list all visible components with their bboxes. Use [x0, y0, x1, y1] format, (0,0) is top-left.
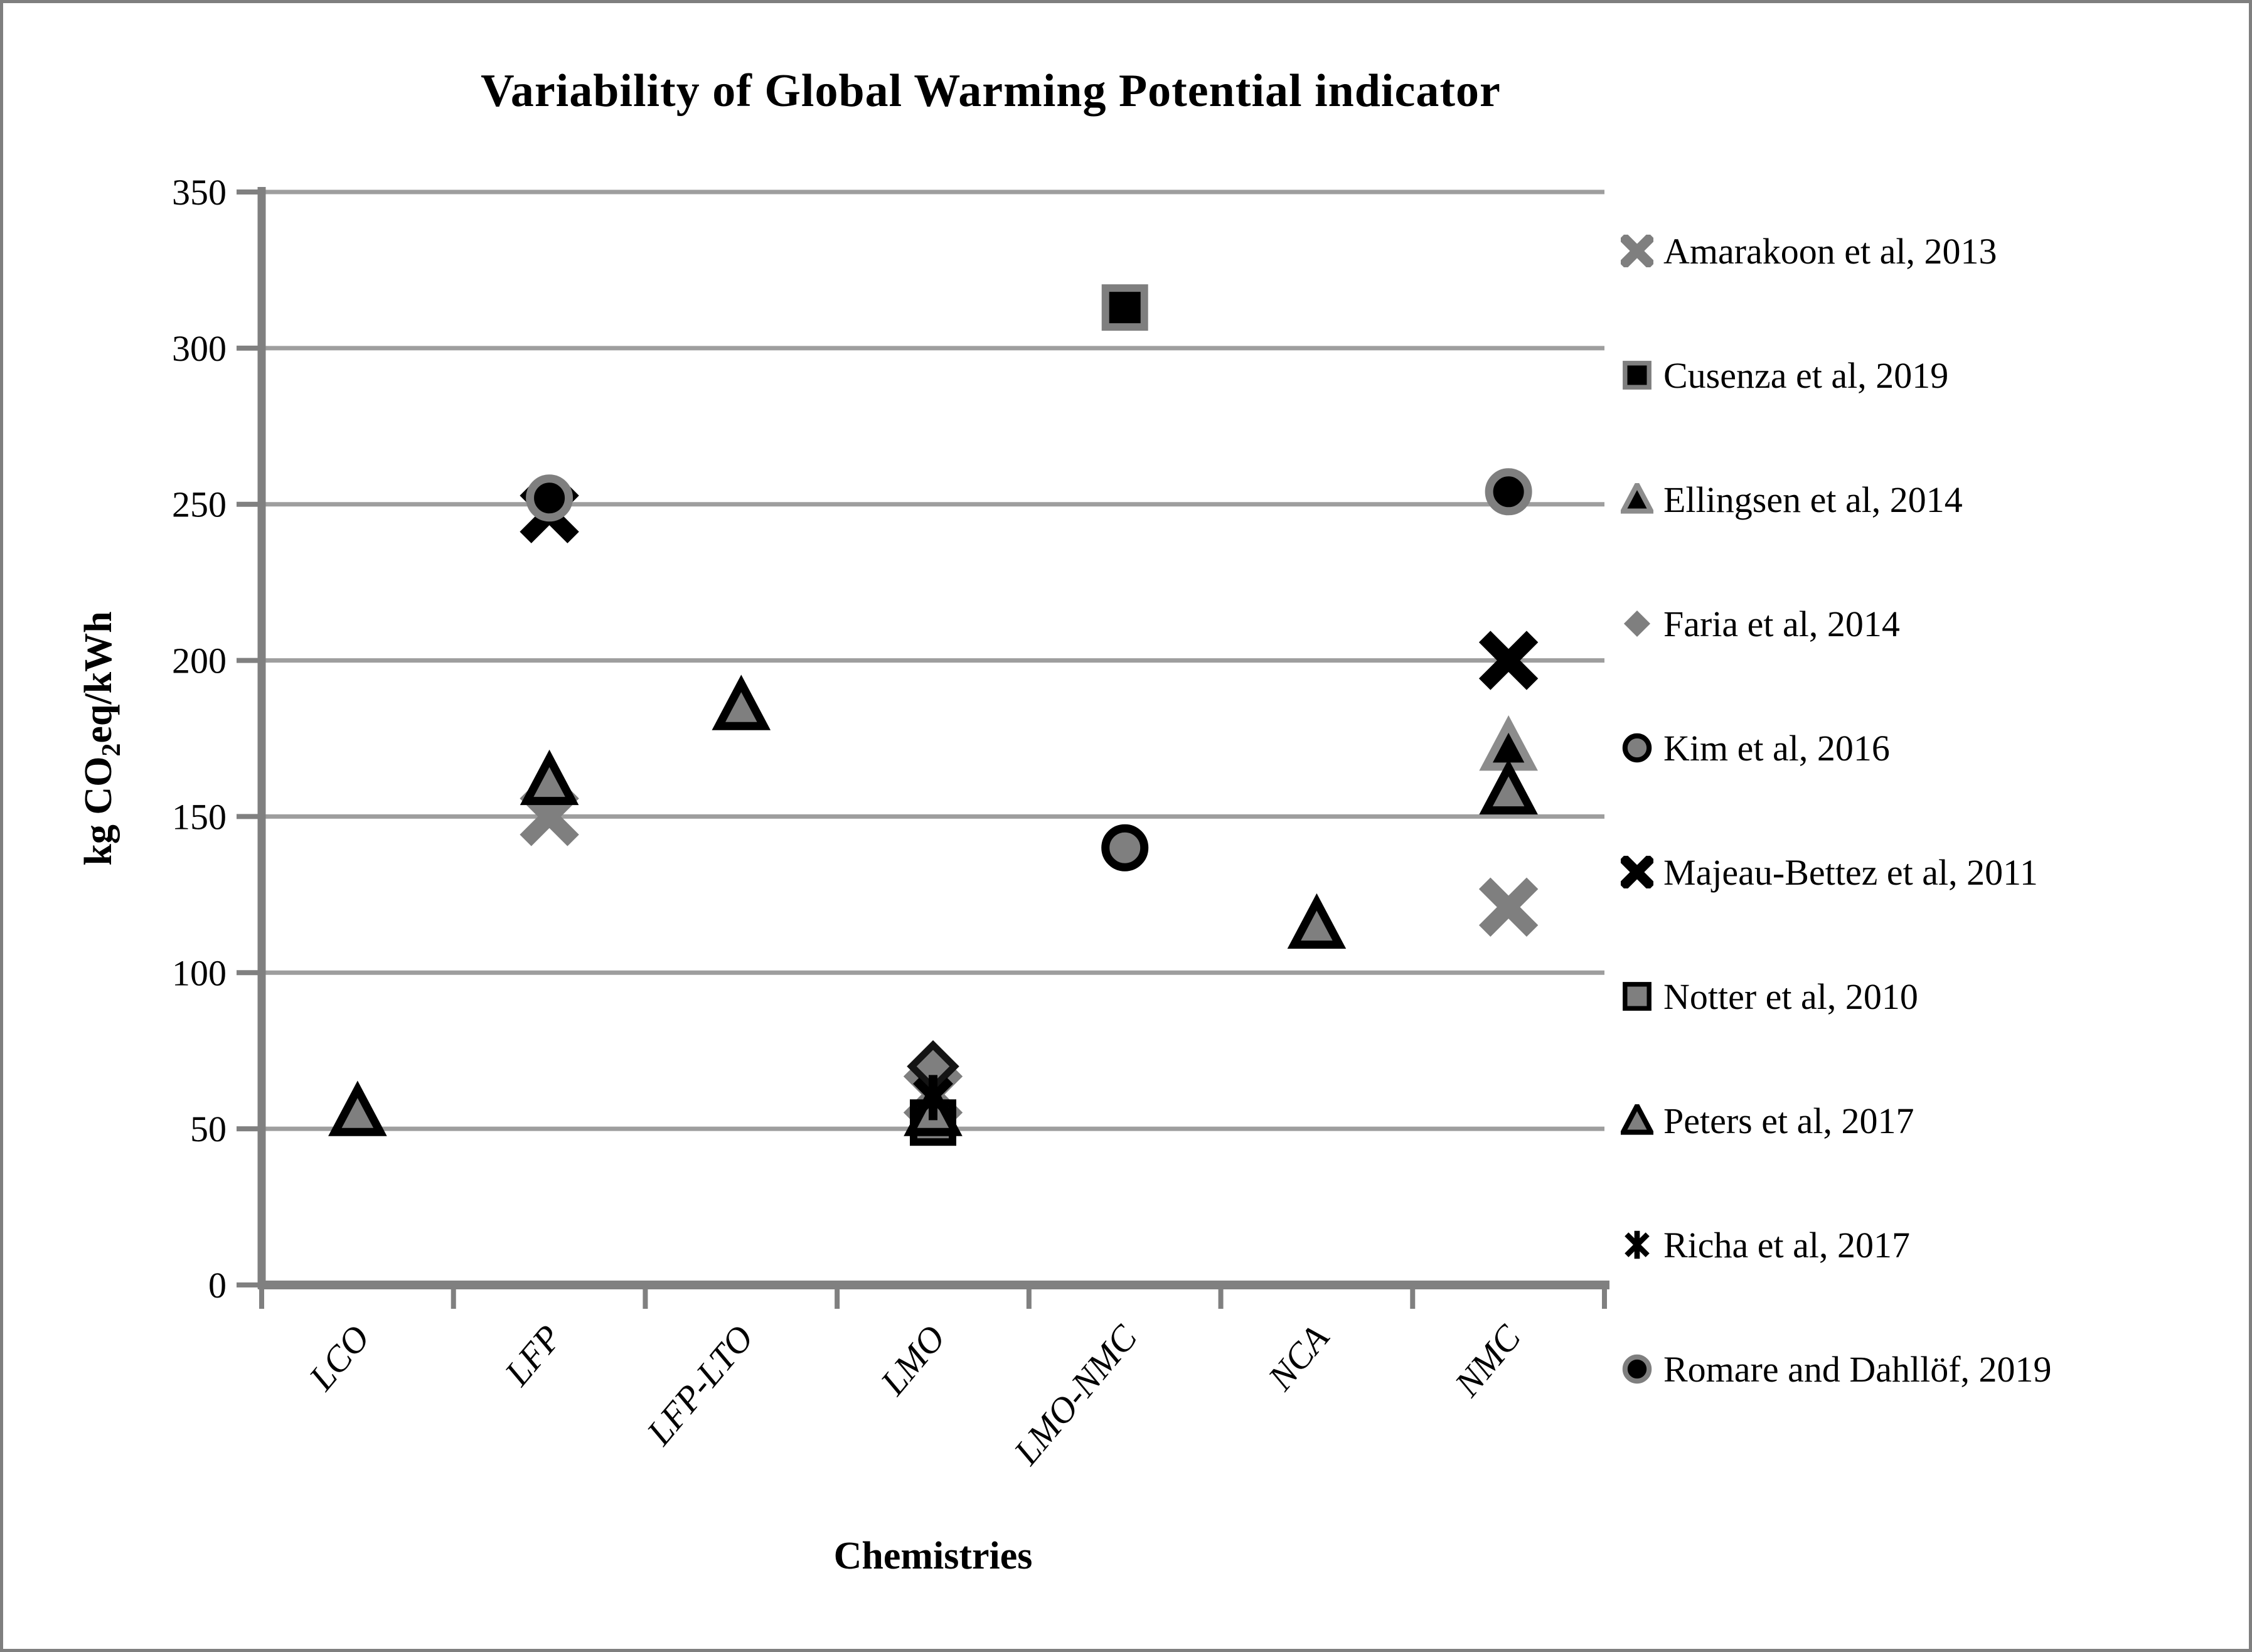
legend-item-3: Faria et al, 2014: [1621, 562, 2248, 686]
legend-label-4: Kim et al, 2016: [1663, 727, 1890, 769]
marker-majeau-bettez-NMC: [1478, 631, 1539, 690]
square-legend-icon: [1623, 361, 1652, 390]
marker-amarakoon-NMC: [1478, 877, 1539, 937]
legend-item-7: Peters et al, 2017: [1621, 1058, 2248, 1183]
legend-label-9: Romare and Dahllöf, 2019: [1663, 1348, 2052, 1390]
legend-item-2: Ellingsen et al, 2014: [1621, 437, 2248, 562]
x-tick-label-LMO-NMC: LMO-NMC: [1005, 1317, 1145, 1473]
marker-romare-LFP: [526, 474, 574, 522]
x-thick-legend-icon: [1621, 856, 1653, 888]
triangle-legend-icon: [1621, 483, 1653, 514]
y-axis-title: kg CO2eq/kWh: [77, 611, 126, 865]
circle-legend-icon: [1622, 733, 1652, 763]
legend-item-8: Richa et al, 2017: [1621, 1183, 2248, 1307]
legend-label-5: Majeau-Bettez et al, 2011: [1663, 851, 2038, 893]
asterisk-legend-icon: [1625, 1230, 1650, 1259]
legend-item-5: Majeau-Bettez et al, 2011: [1621, 810, 2248, 934]
marker-peters-LFP: [520, 749, 579, 806]
y-tick-label-100: 100: [172, 952, 227, 993]
y-tick-label-200: 200: [172, 641, 227, 681]
marker-romare-NMC: [1485, 468, 1532, 516]
x-thick-legend-icon: [1621, 235, 1653, 267]
legend-item-0: Amarakoon et al, 2013: [1621, 189, 2248, 313]
y-tick-label-150: 150: [172, 796, 227, 837]
legend-label-0: Amarakoon et al, 2013: [1663, 230, 1997, 272]
marker-peters-LCO: [328, 1080, 387, 1136]
x-tick-label-LMO: LMO: [872, 1318, 953, 1403]
y-tick-label-50: 50: [190, 1109, 227, 1149]
marker-peters-NMC: [1479, 759, 1538, 815]
x-tick-label-NCA: NCA: [1259, 1317, 1337, 1398]
marker-cusenza-LMO-NMC: [1101, 284, 1148, 331]
y-tick-label-350: 350: [172, 172, 227, 213]
x-axis-title: Chemistries: [833, 1535, 1033, 1577]
chart-title: Variability of Global Warming Potential …: [481, 65, 1501, 117]
legend-item-6: Notter et al, 2010: [1621, 934, 2248, 1058]
x-tick-label-LCO: LCO: [301, 1318, 378, 1399]
y-tick-label-300: 300: [172, 328, 227, 369]
triangle-legend-icon: [1621, 1104, 1653, 1135]
plot-area: 0 50 100 150 200 250 300 350 LCO LFP LFP-LTO LMO LMO…: [77, 172, 1609, 1473]
legend-item-4: Kim et al, 2016: [1621, 686, 2248, 810]
legend-item-1: Cusenza et al, 2019: [1621, 313, 2248, 437]
square-legend-icon: [1623, 982, 1652, 1011]
diamond-legend-icon: [1623, 610, 1651, 637]
y-tick-label-250: 250: [172, 484, 227, 525]
x-tick-label-NMC: NMC: [1446, 1317, 1529, 1405]
legend-label-3: Faria et al, 2014: [1663, 603, 1900, 644]
y-tick-label-0: 0: [208, 1265, 227, 1306]
marker-richa-LMO: [913, 1075, 953, 1121]
x-tick-label-LFP-LTO: LFP-LTO: [638, 1318, 761, 1453]
legend-label-1: Cusenza et al, 2019: [1663, 354, 1949, 396]
legend: Amarakoon et al, 2013 Cusenza et al, 2019…: [1621, 189, 2248, 1431]
legend-item-9: Romare and Dahllöf, 2019: [1621, 1307, 2248, 1431]
marker-peters-LFP-LTO: [712, 674, 771, 730]
circle-legend-icon: [1622, 1354, 1652, 1384]
marker-kim-LMO-NMC: [1101, 824, 1149, 871]
legend-label-6: Notter et al, 2010: [1663, 976, 1918, 1017]
legend-label-8: Richa et al, 2017: [1663, 1224, 1911, 1266]
x-tick-label-LFP: LFP: [496, 1318, 570, 1394]
legend-label-2: Ellingsen et al, 2014: [1663, 479, 1963, 520]
legend-label-7: Peters et al, 2017: [1663, 1100, 1914, 1141]
marker-peters-NCA: [1287, 893, 1347, 949]
